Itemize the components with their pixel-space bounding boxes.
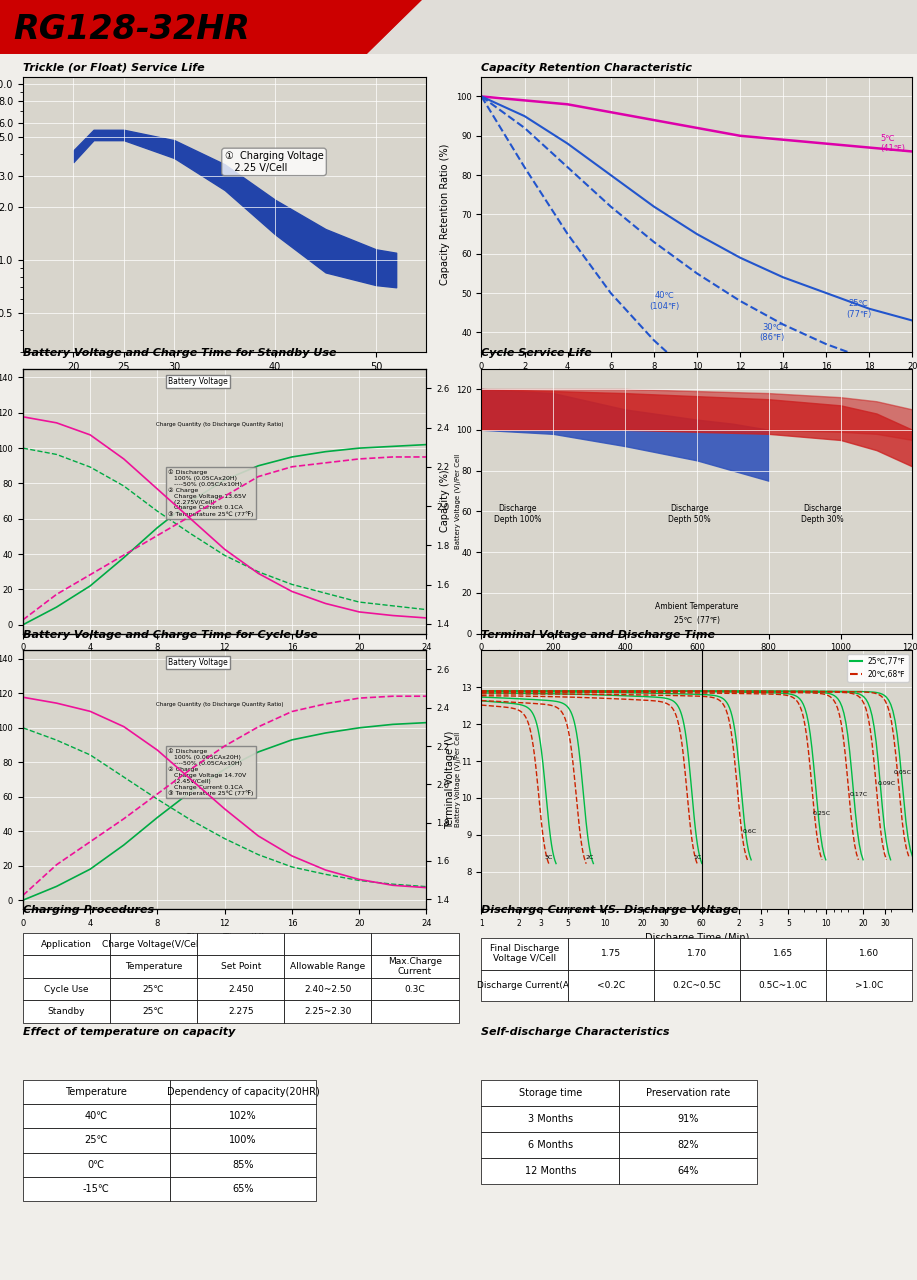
Text: Charge Quantity (to Discharge Quantity Ratio): Charge Quantity (to Discharge Quantity R… — [156, 421, 283, 426]
Text: Charge Quantity (to Discharge Quantity Ratio): Charge Quantity (to Discharge Quantity R… — [156, 701, 283, 707]
Text: Discharge
Depth 100%: Discharge Depth 100% — [493, 504, 541, 524]
Text: 5℃
(41℉): 5℃ (41℉) — [880, 134, 905, 154]
Text: 25℃
(77℉): 25℃ (77℉) — [845, 300, 871, 319]
Text: ①  Charging Voltage
   2.25 V/Cell: ① Charging Voltage 2.25 V/Cell — [225, 151, 324, 173]
Text: 3C: 3C — [545, 855, 553, 860]
X-axis label: Discharge Time (Min): Discharge Time (Min) — [645, 933, 749, 943]
Text: Trickle (or Float) Service Life: Trickle (or Float) Service Life — [23, 63, 204, 73]
Text: Self-discharge Characteristics: Self-discharge Characteristics — [481, 1027, 670, 1037]
Text: RG128-32HR: RG128-32HR — [14, 13, 250, 46]
X-axis label: Charge Time (H): Charge Time (H) — [184, 658, 265, 668]
Text: Battery Voltage and Charge Time for Cycle Use: Battery Voltage and Charge Time for Cycl… — [23, 630, 318, 640]
Y-axis label: Terminal Voltage (V): Terminal Voltage (V) — [446, 731, 456, 828]
X-axis label: Charge Time (H): Charge Time (H) — [184, 933, 265, 943]
X-axis label: Storage Period (Month): Storage Period (Month) — [640, 376, 754, 387]
Y-axis label: Charge Current (CA): Charge Current (CA) — [533, 466, 539, 536]
Text: 1C: 1C — [693, 855, 702, 860]
Text: 0.09C: 0.09C — [878, 781, 896, 786]
Text: Terminal Voltage and Discharge Time: Terminal Voltage and Discharge Time — [481, 630, 715, 640]
Text: 40℃
(104℉): 40℃ (104℉) — [649, 292, 679, 311]
Text: ① Discharge
   100% (0.065CAx20H)
   ----50% (0.05CAx10H)
② Charge
   Charge Vol: ① Discharge 100% (0.065CAx20H) ----50% (… — [168, 749, 254, 796]
Y-axis label: Capacity (%): Capacity (%) — [440, 470, 450, 532]
Text: Cycle Service Life: Cycle Service Life — [481, 348, 592, 358]
Text: Battery Voltage: Battery Voltage — [168, 658, 228, 667]
Y-axis label: Battery Voltage (V)/Per Cell: Battery Voltage (V)/Per Cell — [455, 453, 461, 549]
Text: 0.05C: 0.05C — [893, 771, 911, 774]
Text: Discharge
Depth 30%: Discharge Depth 30% — [801, 504, 844, 524]
Y-axis label: Charge Current (CA): Charge Current (CA) — [533, 744, 539, 815]
Text: Capacity Retention Characteristic: Capacity Retention Characteristic — [481, 63, 692, 73]
X-axis label: Temperature (℃): Temperature (℃) — [182, 378, 267, 388]
Text: Charging Procedures: Charging Procedures — [23, 905, 154, 915]
Text: Discharge Current VS. Discharge Voltage: Discharge Current VS. Discharge Voltage — [481, 905, 739, 915]
Text: 2C: 2C — [586, 855, 594, 860]
Legend: 25℃,77℉, 20℃,68℉: 25℃,77℉, 20℃,68℉ — [847, 654, 909, 682]
Text: ←——— Min ———►: ←——— Min ———► — [551, 943, 635, 952]
Text: 0.17C: 0.17C — [849, 792, 867, 797]
Text: Discharge
Depth 50%: Discharge Depth 50% — [668, 504, 711, 524]
Text: Battery Voltage: Battery Voltage — [168, 376, 228, 385]
Polygon shape — [367, 0, 917, 54]
Text: Battery Voltage and Charge Time for Standby Use: Battery Voltage and Charge Time for Stan… — [23, 348, 337, 358]
X-axis label: Number of Cycles (Times): Number of Cycles (Times) — [634, 658, 760, 668]
Y-axis label: Capacity Retention Ratio (%): Capacity Retention Ratio (%) — [440, 143, 450, 285]
Text: 30℃
(86℉): 30℃ (86℉) — [759, 323, 785, 342]
Text: 0.25C: 0.25C — [813, 810, 831, 815]
Polygon shape — [0, 0, 422, 54]
Text: ① Discharge
   100% (0.05CAx20H)
   ----50% (0.05CAx10H)
② Charge
   Charge Volt: ① Discharge 100% (0.05CAx20H) ----50% (0… — [168, 470, 254, 517]
Y-axis label: Battery Voltage (V)/Per Cell: Battery Voltage (V)/Per Cell — [455, 732, 461, 827]
Text: 25℃  (77℉): 25℃ (77℉) — [674, 617, 720, 626]
Text: Effect of temperature on capacity: Effect of temperature on capacity — [23, 1027, 236, 1037]
Text: ←—— Hr ——►: ←—— Hr ——► — [752, 943, 814, 952]
Text: Ambient Temperature: Ambient Temperature — [656, 602, 738, 611]
Text: 0.6C: 0.6C — [742, 829, 757, 835]
